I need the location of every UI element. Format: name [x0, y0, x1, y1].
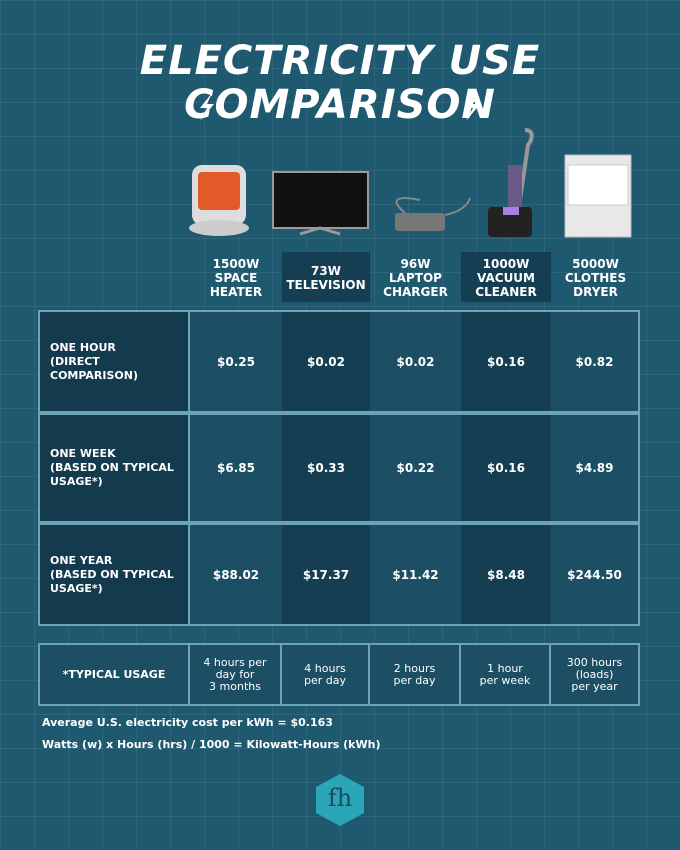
header-line: LAPTOP [389, 271, 442, 285]
header-line: DRYER [573, 285, 618, 299]
decor [189, 93, 632, 238]
usage-line: 1 hour [487, 661, 523, 675]
cost-cell: $11.42 [370, 523, 461, 626]
header-line: TELEVISION [286, 278, 366, 292]
column-header: 1000W VACUUM CLEANER [461, 256, 551, 300]
header-line: VACUUM [477, 271, 535, 285]
header-bg [282, 252, 370, 302]
row-label-line: USAGE*) [50, 581, 103, 595]
cost-cell: $0.16 [461, 310, 551, 413]
usage-line: 2 hours [393, 661, 436, 675]
usage-line: 3 months [209, 679, 261, 693]
header-line: SPACE [214, 271, 258, 285]
logo-text: fh [327, 784, 353, 812]
usage-line: 4 hours per [203, 655, 267, 669]
usage-line: (loads) [575, 667, 614, 681]
cost-cell: $0.82 [551, 310, 640, 413]
usage-line: per year [571, 679, 618, 693]
cost-cell: $17.37 [282, 523, 370, 626]
usage-line: per day [393, 673, 436, 687]
header-line: 1000W [482, 257, 530, 271]
usage-cell: 300 hours (loads) per year [551, 643, 640, 706]
row-label: ONE WEEK (BASED ON TYPICAL USAGE*) [38, 413, 190, 523]
row-label-line: (DIRECT COMPARISON) [50, 354, 139, 382]
header-bg [461, 252, 551, 302]
row-label-line: ONE WEEK [50, 447, 116, 460]
header-line: 5000W [572, 257, 619, 271]
cost-cell: $8.48 [461, 523, 551, 626]
row-label-line: (BASED ON TYPICAL [50, 567, 174, 581]
header-line: 96W [400, 257, 431, 271]
cost-cell: $0.33 [282, 413, 370, 523]
cost-cell: $0.25 [190, 310, 282, 413]
row-label: ONE YEAR (BASED ON TYPICAL USAGE*) [38, 523, 190, 626]
header-line: CHARGER [383, 285, 448, 299]
header-line: CLEANER [475, 285, 537, 299]
usage-line: per week [479, 673, 531, 687]
usage-cell: 4 hours per day [282, 643, 370, 706]
column-header: 73W TELEVISION [282, 256, 370, 300]
cost-cell: $88.02 [190, 523, 282, 626]
column-header: 96W LAPTOP CHARGER [370, 256, 461, 300]
usage-line: per day [303, 673, 346, 687]
row-label-line: ONE YEAR [50, 553, 113, 567]
title-line: ELECTRICITY USE [139, 38, 541, 84]
cost-cell: $0.16 [461, 413, 551, 523]
footnote: Average U.S. electricity cost per kWh = … [42, 716, 333, 729]
column-header: 1500W SPACE HEATER [190, 256, 282, 300]
cost-cell: $4.89 [551, 413, 640, 523]
logo: fh [314, 772, 366, 828]
usage-cell: 1 hour per week [461, 643, 551, 706]
usage-line: 300 hours [566, 655, 623, 669]
usage-label: *TYPICAL USAGE [38, 643, 190, 706]
usage-cell: 4 hours per day for 3 months [190, 643, 282, 706]
header-line: HEATER [209, 285, 263, 299]
usage-line: 4 hours [304, 661, 346, 675]
footnote: Watts (w) x Hours (hrs) / 1000 = Kilowat… [42, 738, 381, 751]
cost-cell: $244.50 [551, 523, 640, 626]
column-header: 5000W CLOTHES DRYER [551, 256, 640, 300]
cost-cell: $6.85 [190, 413, 282, 523]
usage-cell: 2 hours per day [370, 643, 461, 706]
header-line: CLOTHES [564, 271, 627, 285]
cost-cell: $0.02 [370, 310, 461, 413]
cost-cell: $0.22 [370, 413, 461, 523]
row-label-line: USAGE*) [50, 475, 103, 488]
header-line: 73W [311, 264, 341, 278]
row-label-line: (BASED ON TYPICAL [50, 461, 174, 474]
title-line: COMPARISON [184, 82, 496, 128]
row-label: ONE HOUR (DIRECT COMPARISON) [38, 310, 190, 413]
header-line: 1500W [212, 257, 260, 271]
cost-cell: $0.02 [282, 310, 370, 413]
row-label-line: ONE HOUR [50, 340, 116, 354]
usage-line: day for [215, 667, 255, 681]
